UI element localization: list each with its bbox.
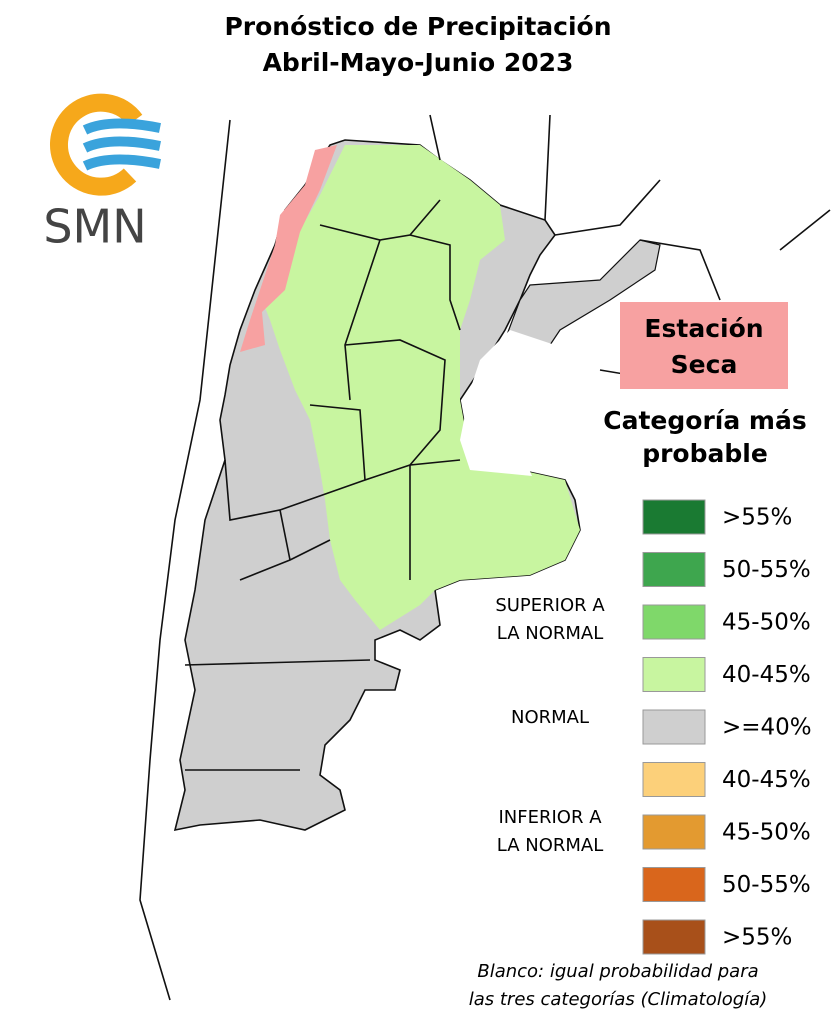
legend-label: >=40% (722, 715, 812, 741)
logo-waves (82, 118, 161, 171)
legend-swatch (642, 657, 706, 692)
legend-group: INFERIOR A (498, 807, 602, 828)
legend-swatch (642, 499, 706, 535)
legend-swatch (642, 604, 706, 640)
legend-title: Categoría más (603, 406, 806, 435)
subtitle: Abril-Mayo-Junio 2023 (263, 48, 574, 77)
legend-swatch (642, 709, 706, 745)
uruguay-region (504, 239, 661, 361)
legend-swatch (642, 552, 706, 587)
legend-group: SUPERIOR A (495, 595, 605, 616)
legend-group: LA NORMAL (497, 623, 604, 644)
legend-group: LA NORMAL (497, 835, 604, 856)
legend-label: 45-50% (722, 820, 811, 846)
province-borders (184, 199, 461, 771)
legend-swatch (642, 919, 706, 955)
logo-ring (50, 93, 143, 196)
wet-region (260, 145, 580, 630)
legend-label: >55% (722, 925, 792, 951)
legend-label: >55% (722, 505, 792, 531)
legend-swatch (642, 762, 706, 797)
country-borders (139, 114, 831, 1001)
legend-label: 45-50% (722, 610, 811, 636)
legend-label: 40-45% (722, 662, 811, 688)
legend-label: 50-55% (722, 872, 811, 898)
legend-label: 50-55% (722, 557, 811, 583)
logo: SMN (43, 93, 161, 254)
dry-season-label: Estación (644, 314, 763, 343)
map (139, 114, 831, 1001)
legend: >55% 50-55% 45-50% 40-45% >=40% 40-45% 45-50% 5… (495, 499, 812, 955)
climatology-region (460, 330, 555, 476)
title: Pronóstico de Precipitación (224, 12, 611, 41)
dry-region (240, 145, 337, 352)
legend-swatch (642, 814, 706, 850)
legend-swatch (642, 867, 706, 902)
logo-text: SMN (43, 200, 146, 254)
legend-group: NORMAL (511, 707, 589, 728)
dry-season-box (620, 302, 788, 389)
note: Blanco: igual probabilidad para (477, 961, 758, 982)
legend-label: 40-45% (722, 767, 811, 793)
note: las tres categorías (Climatología) (469, 989, 768, 1010)
legend-title: probable (642, 439, 768, 468)
dry-season-label: Seca (671, 350, 738, 379)
